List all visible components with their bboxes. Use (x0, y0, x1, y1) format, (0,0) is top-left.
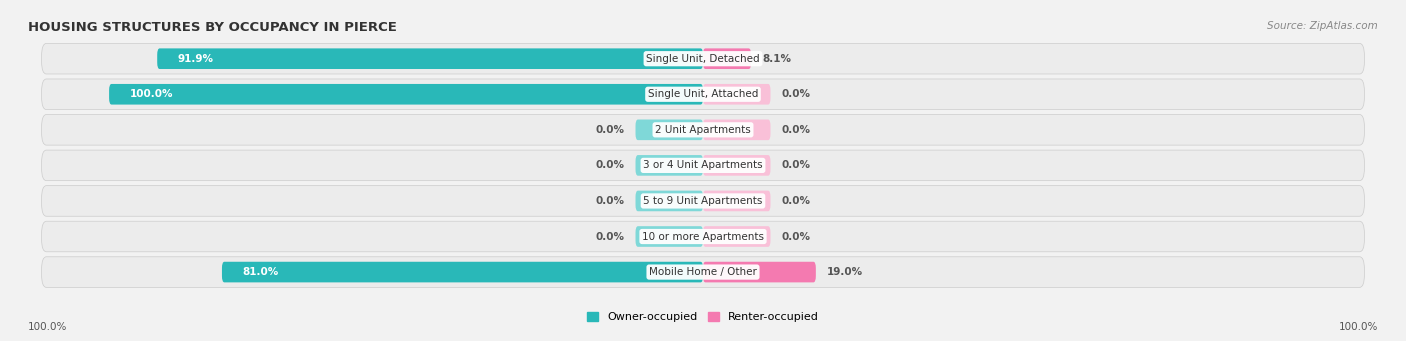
Text: Source: ZipAtlas.com: Source: ZipAtlas.com (1267, 21, 1378, 31)
Text: 3 or 4 Unit Apartments: 3 or 4 Unit Apartments (643, 160, 763, 170)
Text: 0.0%: 0.0% (782, 232, 810, 241)
Text: 0.0%: 0.0% (782, 160, 810, 170)
FancyBboxPatch shape (42, 79, 1364, 109)
Text: 81.0%: 81.0% (242, 267, 278, 277)
Text: 8.1%: 8.1% (762, 54, 792, 64)
Text: 2 Unit Apartments: 2 Unit Apartments (655, 125, 751, 135)
Text: 91.9%: 91.9% (177, 54, 214, 64)
FancyBboxPatch shape (703, 155, 770, 176)
FancyBboxPatch shape (636, 119, 703, 140)
FancyBboxPatch shape (636, 226, 703, 247)
Text: Single Unit, Attached: Single Unit, Attached (648, 89, 758, 99)
Text: 0.0%: 0.0% (596, 125, 624, 135)
FancyBboxPatch shape (42, 150, 1364, 181)
Text: 19.0%: 19.0% (827, 267, 863, 277)
Text: 0.0%: 0.0% (596, 196, 624, 206)
FancyBboxPatch shape (157, 48, 703, 69)
FancyBboxPatch shape (42, 186, 1364, 216)
Text: 0.0%: 0.0% (596, 232, 624, 241)
FancyBboxPatch shape (703, 48, 751, 69)
Text: Mobile Home / Other: Mobile Home / Other (650, 267, 756, 277)
Text: 100.0%: 100.0% (129, 89, 173, 99)
Text: HOUSING STRUCTURES BY OCCUPANCY IN PIERCE: HOUSING STRUCTURES BY OCCUPANCY IN PIERC… (28, 21, 396, 34)
Text: 0.0%: 0.0% (782, 196, 810, 206)
FancyBboxPatch shape (222, 262, 703, 282)
FancyBboxPatch shape (703, 191, 770, 211)
Text: 0.0%: 0.0% (782, 125, 810, 135)
FancyBboxPatch shape (703, 84, 770, 105)
Text: 100.0%: 100.0% (1339, 322, 1378, 332)
FancyBboxPatch shape (703, 226, 770, 247)
FancyBboxPatch shape (636, 191, 703, 211)
FancyBboxPatch shape (110, 84, 703, 105)
Text: 0.0%: 0.0% (596, 160, 624, 170)
Text: 10 or more Apartments: 10 or more Apartments (643, 232, 763, 241)
FancyBboxPatch shape (703, 262, 815, 282)
FancyBboxPatch shape (703, 119, 770, 140)
Text: 0.0%: 0.0% (782, 89, 810, 99)
Text: Single Unit, Detached: Single Unit, Detached (647, 54, 759, 64)
FancyBboxPatch shape (42, 257, 1364, 287)
FancyBboxPatch shape (42, 43, 1364, 74)
Legend: Owner-occupied, Renter-occupied: Owner-occupied, Renter-occupied (582, 307, 824, 327)
Text: 100.0%: 100.0% (28, 322, 67, 332)
FancyBboxPatch shape (42, 115, 1364, 145)
Text: 5 to 9 Unit Apartments: 5 to 9 Unit Apartments (644, 196, 762, 206)
FancyBboxPatch shape (636, 155, 703, 176)
FancyBboxPatch shape (42, 221, 1364, 252)
